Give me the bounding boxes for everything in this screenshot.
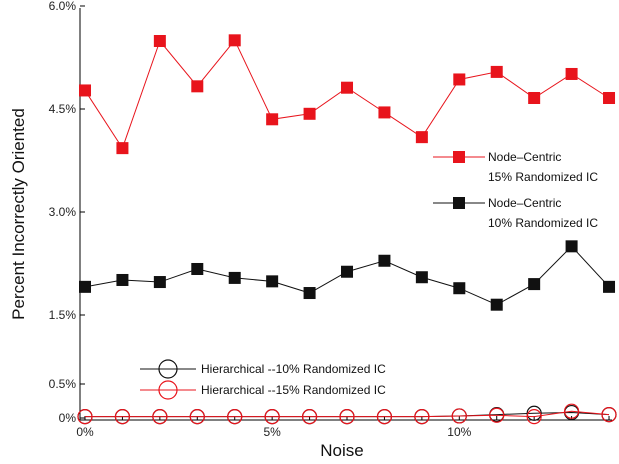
data-point xyxy=(451,408,467,424)
data-point xyxy=(563,403,580,419)
data-point xyxy=(603,92,616,105)
legend-marker xyxy=(158,359,178,379)
legend-entry-1: Node–Centric 10% Randomized IC xyxy=(433,196,598,230)
data-point xyxy=(526,405,542,421)
data-point xyxy=(228,34,241,47)
x-tick-label: 5% xyxy=(263,425,281,439)
y-tick-label: 0.5% xyxy=(49,377,77,391)
data-point xyxy=(490,65,503,78)
legend-entry-2: Hierarchical --10% Randomized IC xyxy=(140,359,386,379)
legend-entry-3: Hierarchical --15% Randomized IC xyxy=(140,380,386,400)
data-point xyxy=(77,409,93,425)
data-point xyxy=(415,271,428,284)
data-point xyxy=(565,240,578,253)
data-point xyxy=(415,131,428,144)
data-point xyxy=(266,275,279,288)
data-point xyxy=(528,92,541,105)
data-point xyxy=(526,409,542,425)
x-tick-label: 10% xyxy=(447,425,471,439)
data-point xyxy=(341,265,354,278)
series-1 xyxy=(79,240,616,311)
x-axis-title: Noise xyxy=(320,441,363,460)
data-point xyxy=(565,67,578,80)
data-point xyxy=(339,409,355,425)
legend-label: Node–Centric xyxy=(488,150,561,164)
legend-marker xyxy=(453,151,465,163)
y-tick-label: 0% xyxy=(59,411,77,425)
data-point xyxy=(414,409,430,425)
series-line xyxy=(85,410,610,418)
y-axis: 0% 0.5% 1.5% 3.0% 4.5% 6.0% xyxy=(49,0,85,425)
series-3 xyxy=(77,403,617,425)
data-point xyxy=(228,271,241,284)
data-point xyxy=(378,254,391,267)
x-tick-label: 0% xyxy=(76,425,94,439)
data-point xyxy=(191,80,204,93)
data-point xyxy=(603,280,616,293)
data-point xyxy=(116,142,129,155)
data-point xyxy=(490,298,503,311)
legend-marker xyxy=(453,197,465,209)
y-tick-label: 4.5% xyxy=(49,102,77,116)
data-point xyxy=(266,113,279,126)
data-point xyxy=(79,280,91,293)
legend-label: 15% Randomized IC xyxy=(488,170,598,184)
legend-label: Hierarchical --15% Randomized IC xyxy=(201,383,386,397)
data-point xyxy=(114,409,131,425)
legend-entry-0: Node–Centric 15% Randomized IC xyxy=(433,150,598,184)
y-tick-label: 3.0% xyxy=(49,205,77,219)
legend-label: Node–Centric xyxy=(488,196,561,210)
data-point xyxy=(301,409,318,425)
data-point xyxy=(152,409,168,425)
y-tick-label: 1.5% xyxy=(49,308,77,322)
data-point xyxy=(264,409,280,425)
data-point xyxy=(528,278,541,291)
data-point xyxy=(341,81,354,94)
data-point xyxy=(453,282,466,295)
legend-label: 10% Randomized IC xyxy=(488,216,598,230)
data-point xyxy=(378,106,391,119)
data-point xyxy=(489,407,505,423)
data-point xyxy=(303,107,316,120)
data-point xyxy=(116,273,129,286)
y-tick-label: 6.0% xyxy=(49,0,77,13)
data-point xyxy=(376,409,393,425)
series-0 xyxy=(79,34,616,155)
x-axis: 0% 5% 10% xyxy=(76,416,612,439)
data-point xyxy=(189,409,205,425)
legend-label: Hierarchical --10% Randomized IC xyxy=(201,362,386,376)
series-2 xyxy=(77,404,617,425)
data-point xyxy=(191,262,204,275)
data-point xyxy=(153,276,166,289)
data-point xyxy=(227,409,243,425)
series-layer xyxy=(77,34,617,425)
data-point xyxy=(153,35,166,48)
data-point xyxy=(453,73,466,86)
legend-marker xyxy=(158,380,178,400)
y-axis-title: Percent Incorrectly Oriented xyxy=(9,108,28,320)
data-point xyxy=(79,84,91,97)
data-point xyxy=(601,407,617,423)
data-point xyxy=(303,287,316,300)
